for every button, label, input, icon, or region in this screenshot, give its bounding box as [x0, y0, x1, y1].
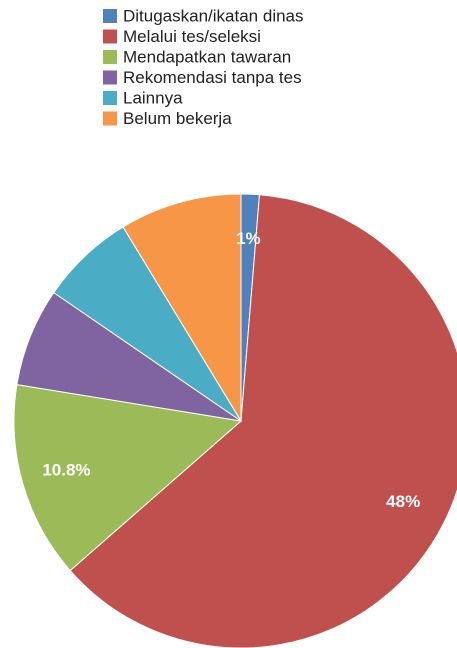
- legend-label: Mendapatkan tawaran: [123, 47, 291, 66]
- slice-label: 1%: [236, 229, 261, 248]
- pie-slice: [69, 194, 457, 648]
- slice-label: 10.8%: [42, 461, 90, 480]
- legend-swatch: [103, 111, 117, 126]
- legend-swatch: [103, 29, 117, 44]
- legend-label: Ditugaskan/ikatan dinas: [123, 6, 304, 25]
- pie-slice: [13, 384, 243, 572]
- legend-swatch: [103, 70, 117, 85]
- legend-swatch: [103, 9, 117, 23]
- legend-label: Lainnya: [123, 88, 183, 107]
- legend-label: Rekomendasi tanpa tes: [123, 68, 302, 87]
- legend-swatch: [103, 50, 117, 64]
- legend-label: Melalui tes/seleksi: [123, 27, 261, 46]
- legend-swatch: [103, 91, 117, 105]
- legend-label: Belum bekerja: [123, 109, 232, 128]
- slice-label: 48%: [386, 492, 420, 511]
- pie-slice: [122, 193, 242, 423]
